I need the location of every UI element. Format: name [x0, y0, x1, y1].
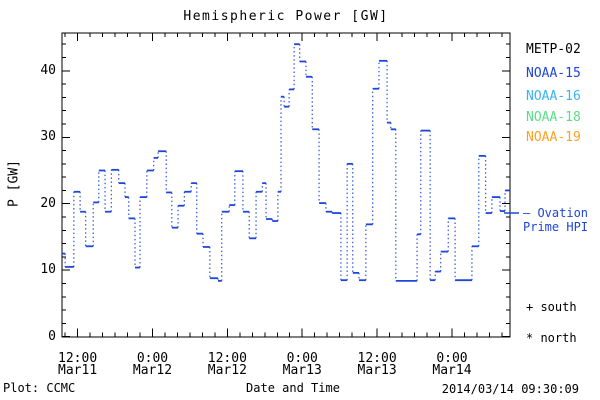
x-tick-time-label: 0:00	[136, 351, 169, 366]
legend-item-noaa19: NOAA-19	[526, 130, 581, 145]
plot-timestamp: 2014/03/14 09:30:09	[441, 382, 579, 396]
x-tick-date-label: Mar12	[207, 363, 247, 378]
x-tick-date-label: Mar12	[132, 363, 173, 378]
y-tick-label: 0	[48, 328, 56, 344]
legend-item-noaa15: NOAA-15	[526, 66, 581, 81]
plot-credit: Plot: CCMC	[3, 381, 76, 395]
plot-title: Hemispheric Power [GW]	[183, 9, 389, 24]
legend-item-noaa18: NOAA-18	[526, 110, 581, 125]
south-marker-note: + south	[526, 300, 577, 314]
plot-frame	[61, 32, 511, 338]
x-tick-date-label: Mar13	[357, 363, 397, 378]
legend-item-metp02: METP-02	[526, 42, 581, 57]
ovation-label-line2: Prime HPI	[523, 220, 589, 234]
ovation-label-line1: — Ovation	[523, 206, 589, 220]
ovation-prime-hpi-label: — Ovation Prime HPI	[523, 206, 599, 234]
x-tick-time-label: 12:00	[58, 351, 98, 366]
legend-item-noaa16: NOAA-16	[526, 89, 581, 104]
x-axis-label: Date and Time	[246, 381, 340, 395]
x-tick-time-label: 12:00	[357, 351, 397, 366]
x-tick-time-label: 0:00	[286, 351, 318, 366]
y-tick-label: 20	[40, 195, 56, 211]
y-tick-label: 40	[40, 62, 56, 78]
y-tick-label: 30	[40, 129, 56, 145]
north-marker-note: * north	[526, 331, 577, 345]
x-tick-time-label: 0:00	[436, 351, 468, 366]
x-tick-date-label: Mar14	[432, 363, 472, 378]
x-tick-date-label: Mar11	[58, 363, 98, 378]
x-tick-date-label: Mar13	[282, 363, 322, 378]
x-tick-time-label: 12:00	[207, 351, 247, 366]
y-tick-label: 10	[40, 262, 56, 278]
